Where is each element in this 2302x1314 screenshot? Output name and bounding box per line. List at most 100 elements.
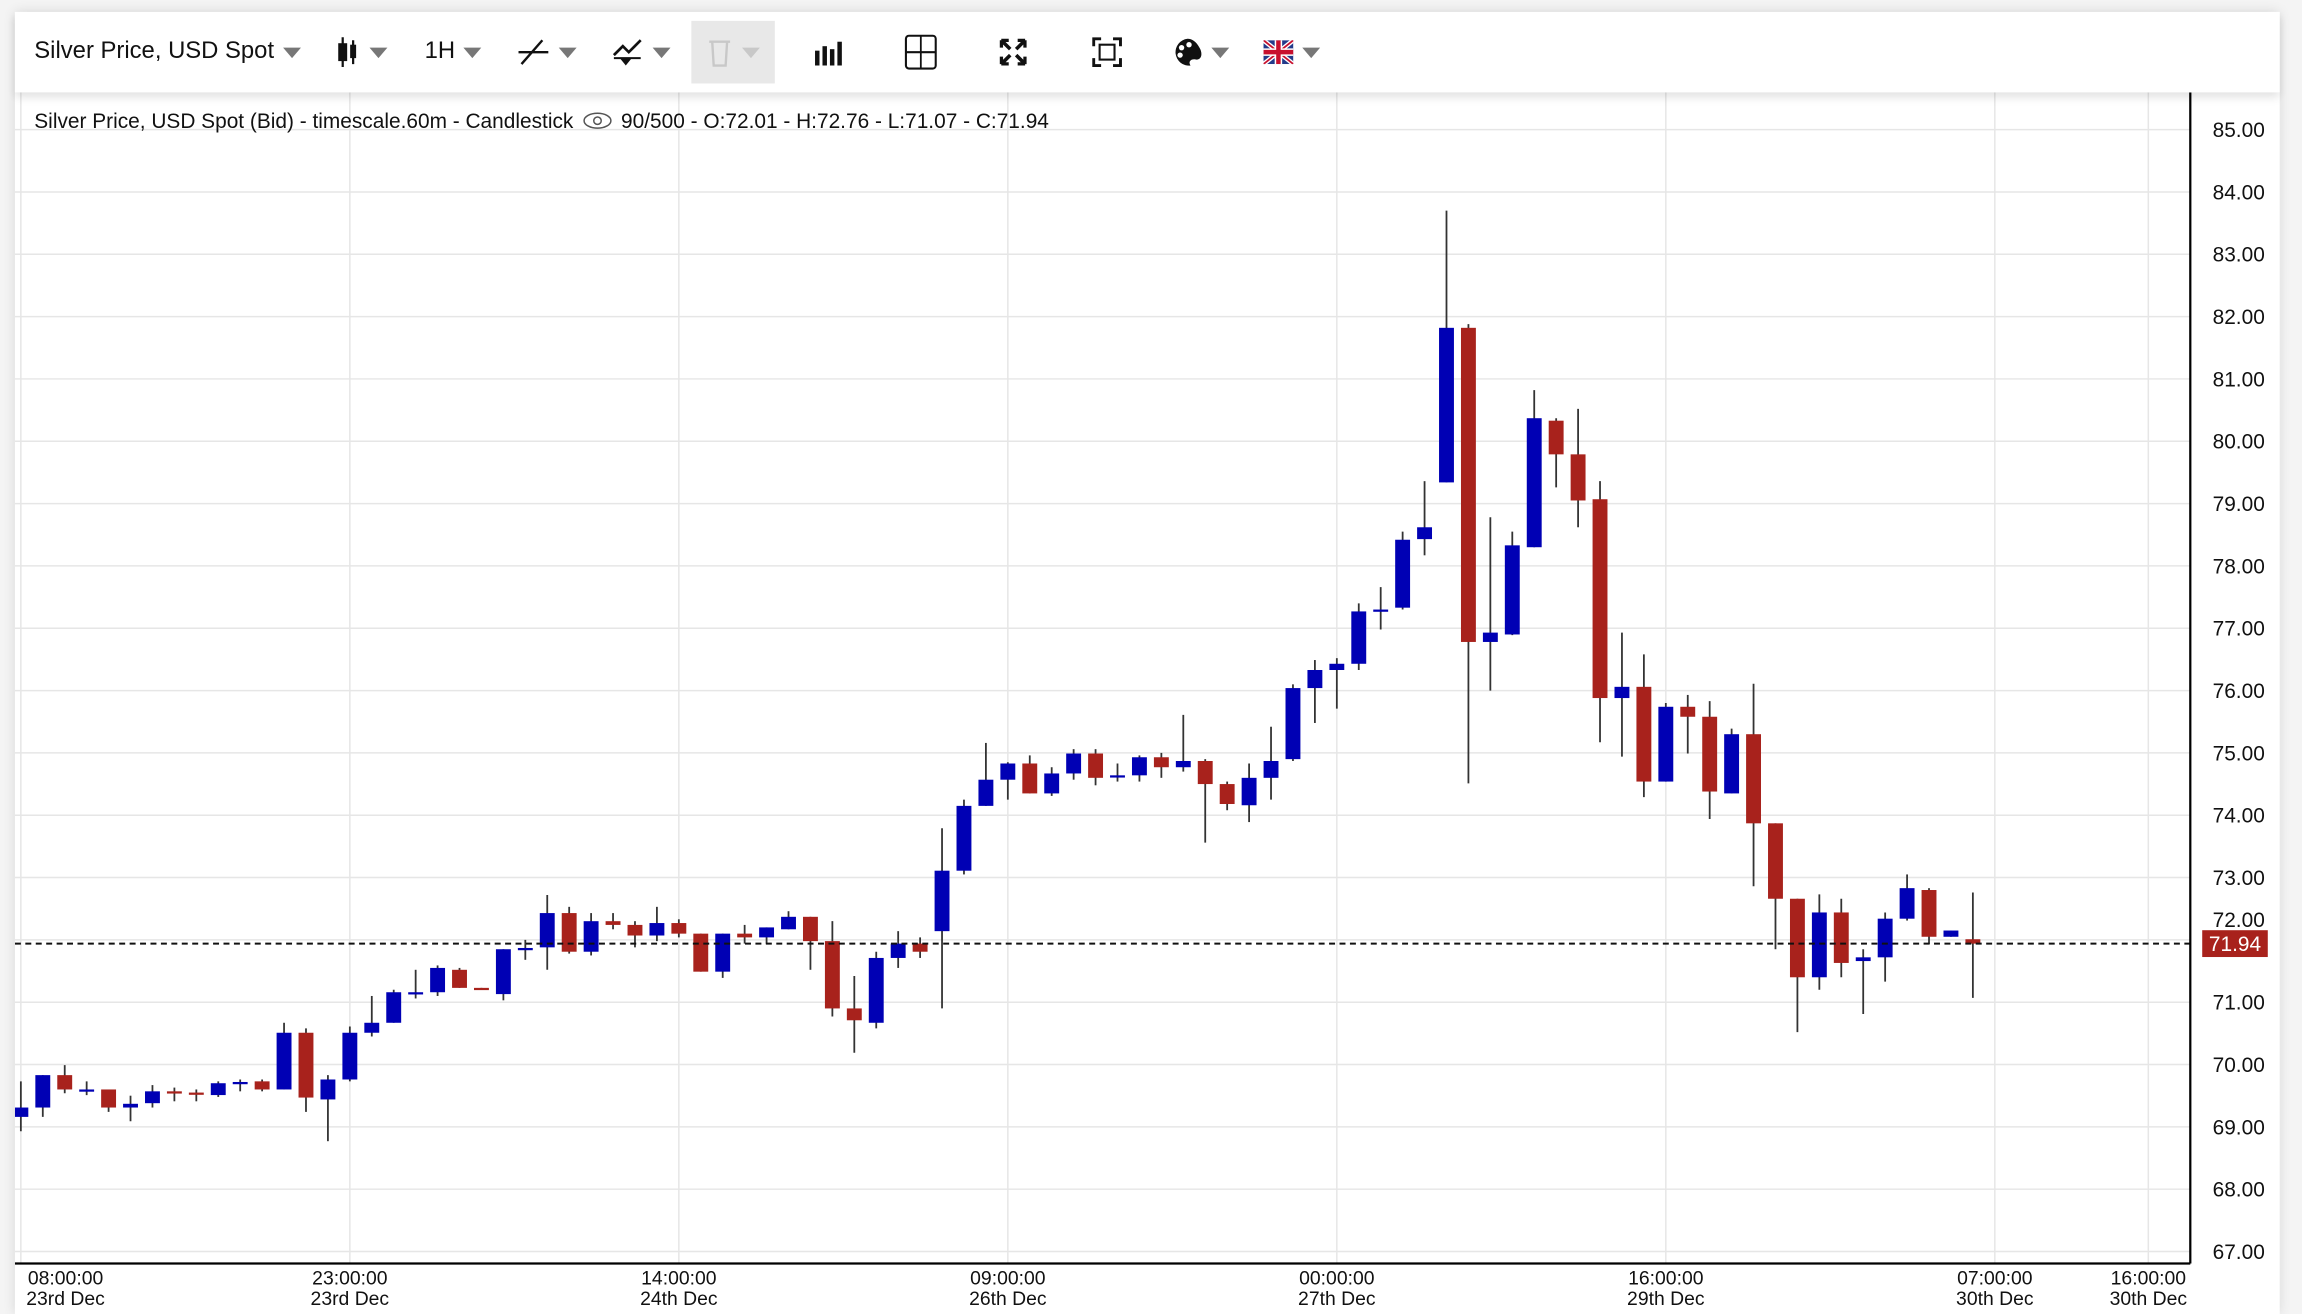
candle — [1307, 660, 1323, 723]
chart-type-button[interactable] — [334, 12, 388, 92]
y-tick-label: 81.00 — [2213, 368, 2265, 391]
candle — [1022, 755, 1038, 794]
crosshair-button[interactable] — [904, 12, 937, 92]
candle-body — [1965, 939, 1981, 944]
candle-body — [408, 992, 424, 995]
candle — [890, 931, 906, 968]
fullscreen-icon — [999, 38, 1027, 66]
candle-body — [846, 1008, 862, 1021]
candle-body — [386, 992, 402, 1023]
candle — [254, 1079, 270, 1092]
chevron-down-icon — [558, 46, 577, 58]
candle — [1044, 767, 1060, 796]
fullscreen-button[interactable] — [999, 12, 1027, 92]
candle-body — [715, 933, 731, 972]
last-price-label: 71.94 — [2209, 933, 2261, 956]
price-chart[interactable]: 86.0085.0084.0083.0082.0081.0080.0079.00… — [14, 12, 2280, 1314]
candle-body — [276, 1032, 292, 1090]
candle — [408, 969, 424, 999]
timeframe-selector[interactable]: 1H — [425, 12, 482, 92]
candle-body — [627, 924, 643, 936]
candle — [1965, 892, 1981, 998]
candle-body — [166, 1091, 182, 1094]
candle-body — [1768, 823, 1783, 899]
candle-body — [1417, 527, 1433, 540]
uk-flag-icon — [1263, 40, 1294, 65]
theme-button[interactable] — [1173, 12, 1230, 92]
candle-body — [57, 1075, 73, 1090]
candle — [737, 924, 753, 944]
candle-body — [1548, 420, 1564, 455]
ohlc-readout: 90/500 - O:72.01 - H:72.76 - L:71.07 - C… — [621, 108, 1049, 133]
candle-body — [1088, 753, 1104, 778]
candle-body — [1746, 734, 1762, 824]
candle-body — [1395, 539, 1411, 608]
candle-body — [452, 969, 467, 988]
candle — [495, 949, 511, 1001]
y-tick-label: 78.00 — [2213, 555, 2265, 578]
snapshot-button[interactable] — [1092, 12, 1122, 92]
y-tick-label: 74.00 — [2213, 805, 2265, 828]
candle-body — [1351, 611, 1367, 664]
candle — [1000, 762, 1016, 800]
candle — [430, 965, 446, 996]
candle — [583, 913, 599, 956]
candle-body — [1833, 912, 1849, 963]
candle — [781, 911, 796, 930]
candle-body — [1285, 688, 1301, 760]
eye-icon[interactable] — [582, 112, 612, 130]
candle — [912, 937, 928, 958]
candle — [35, 1075, 51, 1117]
y-tick-label: 67.00 — [2213, 1241, 2265, 1264]
candle — [342, 1026, 358, 1082]
drawing-tools-button[interactable] — [517, 12, 577, 92]
candle-body — [1614, 686, 1630, 699]
candle-body — [1680, 706, 1696, 717]
screenshot-frame-icon — [1092, 37, 1122, 68]
chevron-down-icon — [464, 46, 482, 58]
indicators-icon — [612, 39, 642, 66]
candle — [298, 1028, 314, 1112]
chevron-down-icon — [369, 46, 388, 58]
candle — [1746, 683, 1762, 887]
candle-body — [1044, 773, 1060, 794]
delete-drawings-button[interactable] — [691, 20, 775, 84]
candle-body — [1219, 784, 1235, 805]
candle-body — [1943, 930, 1959, 937]
x-tick-date: 30th Dec — [1956, 1288, 2034, 1310]
x-tick-time: 14:00:00 — [641, 1267, 717, 1289]
candle-body — [956, 805, 972, 871]
candle-body — [254, 1081, 270, 1090]
candle — [1921, 888, 1937, 945]
candle-body — [693, 933, 709, 972]
candle — [978, 742, 994, 806]
palette-icon — [1175, 38, 1202, 66]
candle — [386, 989, 402, 1023]
candle — [320, 1075, 336, 1142]
candle — [824, 921, 840, 1017]
volume-button[interactable] — [814, 12, 844, 92]
candle — [1702, 701, 1718, 819]
candle — [1855, 949, 1871, 1015]
candle — [1395, 531, 1411, 610]
candle-body — [737, 933, 753, 938]
x-tick-date: 27th Dec — [1298, 1288, 1376, 1310]
timeframe-label: 1H — [424, 38, 456, 65]
candle-body — [1439, 327, 1454, 483]
x-tick-time: 07:00:00 — [1957, 1267, 2033, 1289]
candle-body — [1241, 777, 1257, 806]
instrument-selector[interactable]: Silver Price, USD Spot — [34, 12, 301, 92]
indicators-button[interactable] — [611, 12, 671, 92]
candle — [671, 919, 687, 938]
candle-body — [232, 1081, 248, 1085]
candle-body — [1570, 454, 1586, 501]
candle-body — [1153, 757, 1169, 768]
y-tick-label: 85.00 — [2213, 119, 2265, 142]
candle-body — [1789, 898, 1805, 978]
candle-body — [430, 967, 446, 993]
y-tick-label: 84.00 — [2213, 181, 2265, 204]
y-tick-label: 72.00 — [2213, 909, 2265, 932]
language-selector[interactable] — [1263, 12, 1321, 92]
candle — [561, 906, 577, 954]
